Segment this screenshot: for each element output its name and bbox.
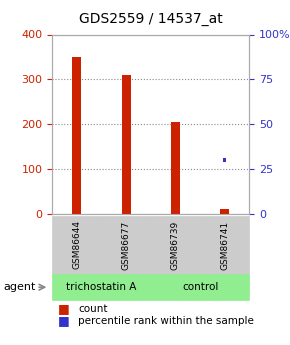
Text: GSM86741: GSM86741 [220, 220, 229, 269]
Text: GSM86739: GSM86739 [171, 220, 180, 269]
Text: GSM86644: GSM86644 [72, 220, 81, 269]
Text: GSM86677: GSM86677 [122, 220, 131, 269]
Bar [223, 158, 226, 162]
Text: ■: ■ [58, 302, 70, 315]
Text: count: count [78, 304, 108, 314]
Text: agent: agent [3, 282, 35, 292]
Text: GDS2559 / 14537_at: GDS2559 / 14537_at [79, 12, 223, 26]
Bar [122, 75, 130, 214]
Text: trichostatin A: trichostatin A [66, 282, 137, 292]
Text: percentile rank within the sample: percentile rank within the sample [78, 316, 254, 326]
Bar [171, 122, 180, 214]
Bar [220, 209, 229, 214]
Text: control: control [182, 282, 218, 292]
Text: ■: ■ [58, 314, 70, 327]
Bar [72, 57, 81, 214]
